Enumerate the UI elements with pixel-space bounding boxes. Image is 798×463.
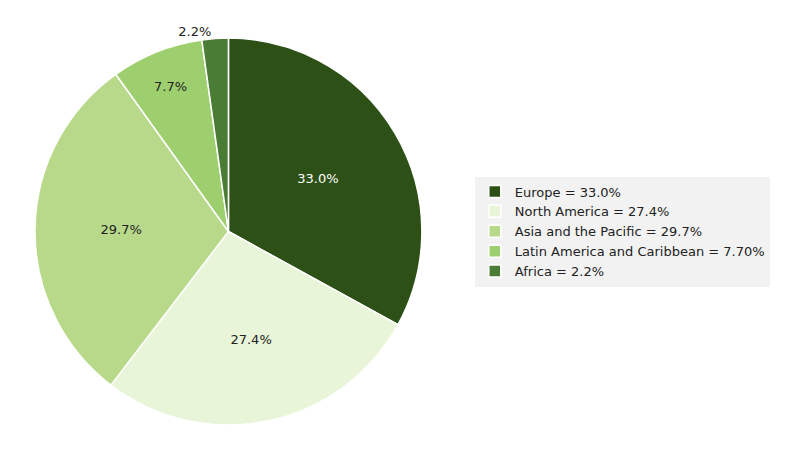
svg-text:Asia and the Pacific = 29.7%: Asia and the Pacific = 29.7% bbox=[515, 224, 702, 239]
svg-text:North America = 27.4%: North America = 27.4% bbox=[515, 204, 670, 219]
svg-text:Latin America and Caribbean =: Latin America and Caribbean = 7.70% bbox=[515, 244, 765, 259]
svg-text:27.4%: 27.4% bbox=[230, 332, 271, 347]
svg-text:2.2%: 2.2% bbox=[178, 24, 211, 39]
svg-text:Europe = 33.0%: Europe = 33.0% bbox=[515, 185, 621, 200]
svg-text:7.7%: 7.7% bbox=[154, 79, 187, 94]
svg-text:29.7%: 29.7% bbox=[101, 222, 142, 237]
svg-text:Africa = 2.2%: Africa = 2.2% bbox=[515, 264, 604, 279]
svg-text:33.0%: 33.0% bbox=[297, 171, 338, 186]
